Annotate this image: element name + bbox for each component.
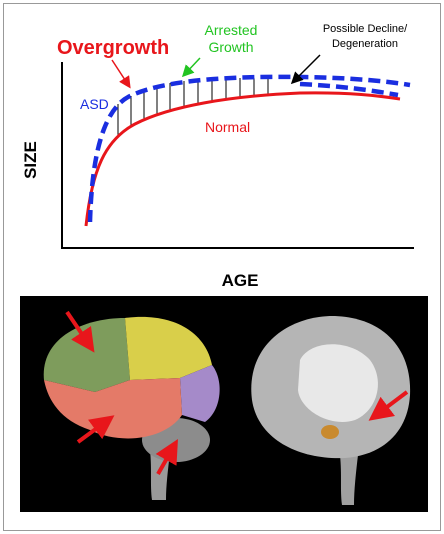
normal-curve [84, 91, 401, 227]
asd-label: ASD [80, 96, 109, 112]
left-brain [43, 310, 220, 500]
arrow [290, 54, 321, 85]
overgrowth-label: Overgrowth [57, 37, 169, 59]
asd-decline-curve [299, 81, 399, 98]
arrow [181, 57, 201, 78]
asd-curve [87, 74, 411, 223]
arrested-label: Growth [208, 39, 253, 55]
arrow [111, 59, 131, 89]
hatch [117, 78, 269, 136]
x-axis-label: AGE [222, 271, 259, 290]
arrested-label: Arrested [205, 22, 258, 38]
decline-label: Degeneration [332, 38, 398, 50]
y-axis-label: SIZE [21, 141, 40, 179]
decline-label: Possible Decline/ [323, 23, 408, 35]
right-brain [251, 315, 411, 505]
normal-label: Normal [205, 119, 250, 135]
